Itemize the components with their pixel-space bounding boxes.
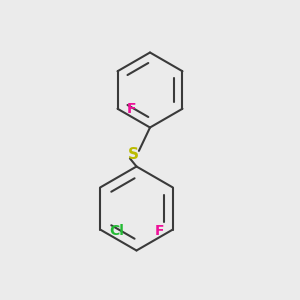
- Text: F: F: [127, 102, 136, 116]
- Text: Cl: Cl: [109, 224, 124, 238]
- Text: F: F: [154, 224, 164, 238]
- Text: S: S: [128, 147, 139, 162]
